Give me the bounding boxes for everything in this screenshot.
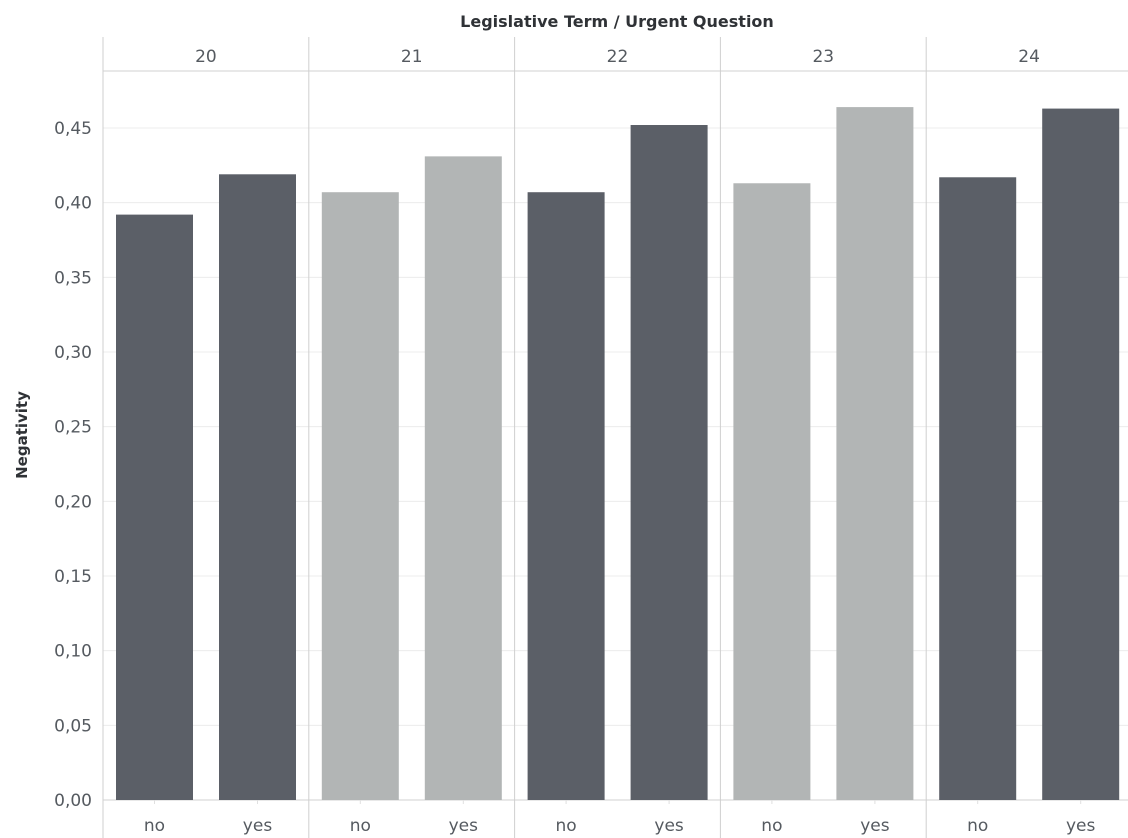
bar-20-yes <box>219 174 296 800</box>
bar-23-no <box>733 183 811 801</box>
group-header-label: 22 <box>607 47 629 67</box>
y-tick-label: 0,20 <box>54 492 92 512</box>
y-tick-label: 0,35 <box>54 268 92 288</box>
y-tick-label: 0,45 <box>54 119 92 139</box>
group-header-label: 24 <box>1018 47 1040 67</box>
group-header-label: 23 <box>812 47 834 67</box>
bar-24-yes <box>1042 108 1120 800</box>
bar-24-no <box>939 177 1017 800</box>
x-category-label: no <box>761 816 782 836</box>
y-tick-label: 0,30 <box>54 343 92 363</box>
group-header-label: 20 <box>195 47 217 67</box>
y-tick-label: 0,10 <box>54 642 92 662</box>
bar-22-yes <box>630 125 708 801</box>
x-category-label: yes <box>860 816 890 836</box>
y-axis-title: Negativity <box>13 391 31 479</box>
x-category-label: yes <box>243 816 273 836</box>
bar-21-yes <box>424 156 502 800</box>
bars <box>116 107 1120 801</box>
axis-labels: 0,00 0,05 0,10 0,15 0,20 0,25 0,30 0,35 0,40 0,45… <box>54 47 1095 836</box>
bar-21-no <box>321 192 399 801</box>
group-header-label: 21 <box>401 47 423 67</box>
x-category-label: no <box>350 816 371 836</box>
x-category-label: yes <box>1066 816 1096 836</box>
y-tick-label: 0,25 <box>54 418 92 438</box>
bar-20-no <box>116 214 193 800</box>
chart-title: Legislative Term / Urgent Question <box>460 12 774 31</box>
y-tick-label: 0,40 <box>54 194 92 214</box>
x-category-label: yes <box>449 816 479 836</box>
y-tick-label: 0,05 <box>54 716 92 736</box>
y-tick-label: 0,00 <box>54 791 92 811</box>
x-category-label: no <box>556 816 577 836</box>
x-category-label: no <box>967 816 988 836</box>
bar-23-yes <box>836 107 914 801</box>
x-category-label: no <box>144 816 165 836</box>
x-category-label: yes <box>654 816 684 836</box>
y-tick-label: 0,15 <box>54 567 92 587</box>
bar-22-no <box>527 192 605 801</box>
